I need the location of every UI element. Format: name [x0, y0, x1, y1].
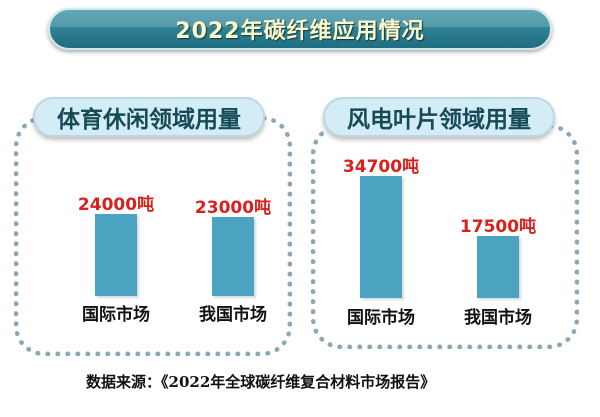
bar-wind-international [360, 176, 402, 298]
value-label-sports-international: 24000吨 [77, 195, 155, 215]
value-label-wind-domestic: 17500吨 [459, 217, 537, 238]
category-label-sports-domestic: 我国市场 [199, 305, 267, 325]
panel-title-sports-leisure: 体育休闲领域用量 [33, 97, 265, 137]
source-label: 数据来源： [86, 373, 162, 391]
source-text: 《2022年全球碳纤维复合材料市场报告》 [161, 373, 436, 391]
category-label-wind-domestic: 我国市场 [464, 308, 532, 328]
bar-sports-domestic [212, 217, 254, 296]
value-label-wind-international: 34700吨 [342, 157, 420, 177]
category-label-sports-international: 国际市场 [82, 305, 150, 325]
bar-wind-domestic [477, 236, 519, 298]
panel-title-text: 风电叶片领域用量 [347, 107, 531, 133]
panel-title-text: 体育休闲领域用量 [57, 107, 241, 133]
title-banner: 2022年碳纤维应用情况 [48, 8, 552, 50]
value-label-sports-domestic: 23000吨 [194, 198, 272, 219]
category-label-wind-international: 国际市场 [347, 308, 415, 328]
chart-title: 2022年碳纤维应用情况 [175, 19, 425, 44]
bar-sports-international [95, 214, 137, 296]
panel-title-wind-blades: 风电叶片领域用量 [323, 97, 555, 137]
data-source: 数据来源：《2022年全球碳纤维复合材料市场报告》 [86, 371, 435, 392]
